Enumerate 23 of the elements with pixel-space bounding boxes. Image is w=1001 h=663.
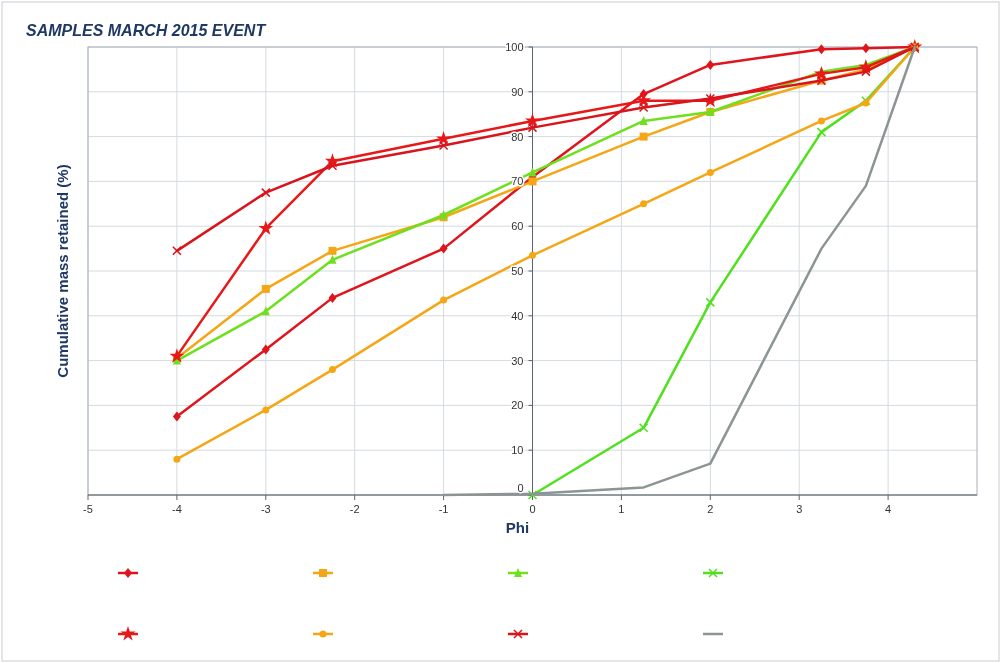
y-tick-label: 90 bbox=[511, 85, 524, 98]
chart-title: SAMPLES MARCH 2015 EVENT bbox=[26, 22, 267, 39]
y-tick-label: 20 bbox=[511, 399, 524, 412]
x-tick-label: -1 bbox=[438, 503, 449, 515]
y-tick-label: 80 bbox=[511, 130, 524, 143]
y-axis-title: Cumulative mass retained (%) bbox=[54, 164, 71, 378]
y-tick-label: 50 bbox=[511, 265, 524, 277]
x-tick-label: -3 bbox=[260, 503, 271, 515]
y-tick-label: 100 bbox=[505, 41, 524, 53]
x-tick-label: 4 bbox=[885, 503, 892, 515]
y-tick-label: 0 bbox=[517, 482, 524, 494]
x-tick-label: 2 bbox=[707, 503, 714, 515]
x-tick-label: -2 bbox=[349, 503, 360, 515]
x-tick-label: 3 bbox=[796, 503, 803, 515]
y-tick-label: 30 bbox=[511, 354, 524, 367]
y-tick-label: 60 bbox=[511, 220, 524, 233]
x-tick-label: 0 bbox=[529, 503, 536, 515]
x-tick-label: -4 bbox=[172, 503, 182, 515]
x-axis-title: Phi bbox=[505, 519, 530, 536]
x-tick-label: 1 bbox=[618, 503, 625, 515]
y-tick-label: 40 bbox=[511, 309, 524, 322]
x-tick-label: -5 bbox=[83, 503, 93, 515]
y-tick-label: 10 bbox=[511, 444, 524, 457]
